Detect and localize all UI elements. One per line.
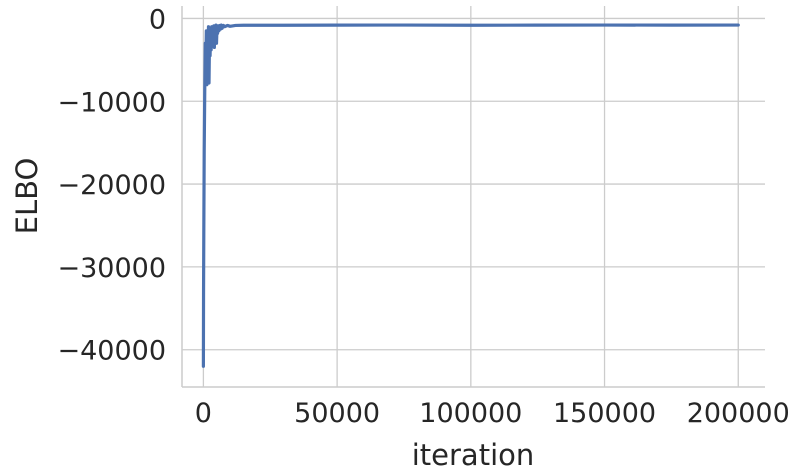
y-tick-label: 0 — [149, 4, 166, 35]
x-axis-label: iteration — [412, 438, 535, 472]
y-tick-label: −20000 — [57, 170, 166, 201]
x-tick-labels: 0 50000 100000 150000 200000 — [195, 398, 790, 429]
x-tick-label: 50000 — [294, 398, 380, 429]
x-tick-label: 200000 — [687, 398, 790, 429]
y-tick-labels: 0 −10000 −20000 −30000 −40000 — [57, 4, 166, 366]
y-axis-label: ELBO — [10, 158, 44, 235]
series-group — [201, 23, 740, 368]
x-tick-label: 100000 — [419, 398, 522, 429]
series-line — [201, 23, 740, 368]
y-tick-label: −10000 — [57, 87, 166, 118]
y-tick-label: −30000 — [57, 253, 166, 284]
grid — [182, 6, 765, 387]
x-tick-label: 150000 — [553, 398, 656, 429]
y-tick-label: −40000 — [57, 336, 166, 367]
x-tick-label: 0 — [195, 398, 212, 429]
